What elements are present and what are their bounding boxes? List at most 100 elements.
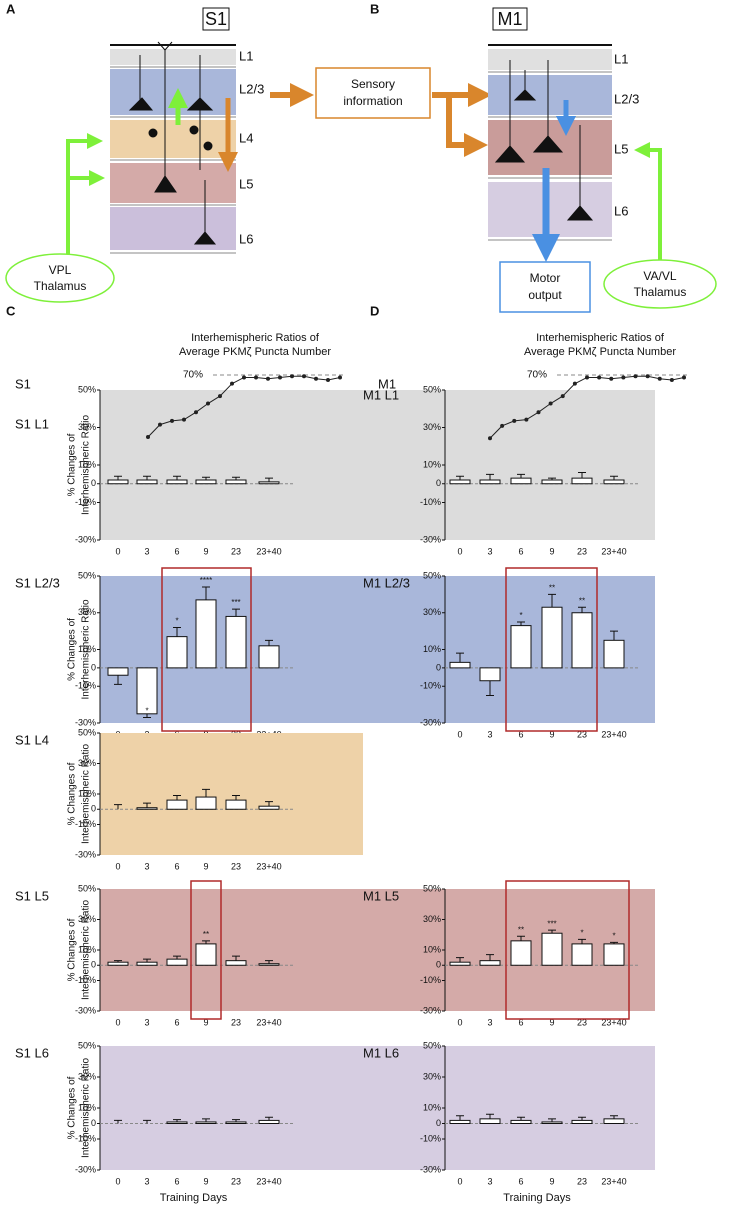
layer-label: L4	[239, 130, 253, 145]
x-tick-label: 9	[549, 546, 554, 556]
title-box	[492, 7, 528, 31]
reference-label: 70%	[527, 370, 547, 381]
error-bar	[486, 954, 494, 961]
y-tick-label: 0	[91, 662, 96, 672]
curve-point	[609, 376, 614, 381]
reference-label: 70%	[183, 370, 203, 381]
error-bar	[548, 929, 556, 934]
error-bar	[517, 621, 525, 626]
bar	[107, 667, 129, 676]
y-axis-label: % Changes of	[67, 918, 78, 981]
error-bar	[265, 639, 273, 646]
panel-title: Interhemispheric Ratios of	[536, 332, 665, 344]
x-tick-label: 3	[487, 1017, 492, 1027]
y-tick-label: 10%	[78, 459, 96, 469]
error-bar	[202, 476, 210, 480]
chart-label: S1 L5	[15, 888, 49, 903]
curve-point	[170, 418, 174, 423]
y-tick-label: -10%	[420, 975, 441, 985]
bar	[225, 615, 247, 669]
bar	[603, 479, 625, 485]
curve-point	[266, 376, 270, 381]
curve-point	[206, 401, 210, 406]
y-tick-label: -10%	[75, 819, 96, 829]
error-bar	[232, 1119, 240, 1122]
y-tick-label: 10%	[78, 788, 96, 798]
chart-label: M1 L1	[363, 387, 399, 402]
error-bar	[143, 802, 151, 808]
y-tick-label: 50%	[423, 1040, 441, 1050]
y-tick-label: 30%	[423, 607, 441, 617]
chart-label: M1 L5	[363, 888, 399, 903]
curve-point	[512, 418, 517, 423]
layer	[110, 207, 236, 250]
y-tick-label: -10%	[420, 1133, 441, 1143]
layer-label: L5	[614, 141, 628, 156]
curve-point	[290, 374, 294, 379]
significance-label: *	[580, 928, 583, 937]
output-node	[499, 261, 591, 313]
error-bar	[202, 940, 210, 944]
layer	[488, 49, 612, 70]
bar-chart: S1 L5 50% 30% 10% 0 -10% -30% 0 3 6 ** 9 23 23+40 % Ch…	[15, 880, 363, 1027]
error-bar	[143, 475, 151, 480]
bar	[603, 943, 625, 966]
x-tick-label: 23	[231, 1017, 241, 1027]
y-tick-label: -10%	[420, 497, 441, 507]
layer	[110, 163, 236, 203]
y-tick-label: -30%	[420, 534, 441, 544]
bar	[166, 799, 188, 810]
error-bar	[578, 472, 586, 479]
bar	[541, 1121, 563, 1124]
bar-chart: M1 L6 50% 30% 10% 0 -10% -30% 0 3 6 9 23 23+40 Traini…	[363, 1040, 655, 1204]
plot-background	[363, 1046, 655, 1170]
panel-title: Interhemispheric Ratios of	[191, 332, 320, 344]
bar-chart: M1 L5 50% 30% 10% 0 -10% -30% 0 3 ** 6 *** 9 * 23 * 23+4…	[363, 880, 655, 1027]
x-tick-label: 6	[174, 1017, 179, 1027]
bar	[449, 1119, 471, 1125]
curve-point	[621, 375, 626, 380]
chart-label: M1 L6	[363, 1045, 399, 1060]
y-axis-label: % Changes of	[67, 618, 78, 681]
y-tick-label: 30%	[78, 607, 96, 617]
bar	[603, 639, 625, 669]
y-axis-label: Interhemispheric Ratio	[81, 415, 92, 515]
error-bar	[517, 1116, 525, 1121]
y-tick-label: 0	[436, 478, 441, 488]
layer	[110, 69, 236, 115]
y-tick-label: 50%	[78, 1040, 96, 1050]
bar	[571, 612, 593, 669]
plot-background	[100, 733, 363, 855]
bar	[541, 479, 563, 485]
x-tick-label: 6	[518, 1176, 523, 1186]
y-tick-label: -30%	[75, 1005, 96, 1015]
bar	[571, 943, 593, 966]
plot-background	[100, 1046, 363, 1170]
y-tick-label: 50%	[423, 570, 441, 580]
bar	[258, 645, 280, 669]
panel-letter: A	[6, 1, 16, 16]
plot-background	[100, 390, 363, 540]
significance-label: ****	[200, 576, 212, 585]
thalamus-node	[603, 259, 717, 309]
error-bar	[610, 1115, 618, 1119]
x-tick-label: 23+40	[601, 546, 626, 556]
error-bar	[173, 795, 181, 801]
node-label: VPL	[49, 263, 72, 277]
x-tick-label: 0	[115, 861, 120, 871]
error-bar	[486, 1113, 494, 1119]
layer-label: L5	[239, 176, 253, 191]
bar	[571, 1119, 593, 1125]
bar-chart: S1 L6 50% 30% 10% 0 -10% -30% 0 3 6 9 23 23+40 % Chan…	[15, 1040, 363, 1204]
y-tick-label: 50%	[78, 384, 96, 394]
x-tick-label: 0	[115, 546, 120, 556]
y-tick-label: 10%	[423, 1102, 441, 1112]
bar	[603, 1118, 625, 1124]
y-tick-label: 30%	[423, 914, 441, 924]
x-tick-label: 23	[231, 861, 241, 871]
error-bar	[114, 675, 122, 685]
chart-label: S1 L6	[15, 1045, 49, 1060]
error-bar	[517, 473, 525, 479]
bar	[166, 1121, 188, 1124]
curve-point	[572, 381, 577, 386]
